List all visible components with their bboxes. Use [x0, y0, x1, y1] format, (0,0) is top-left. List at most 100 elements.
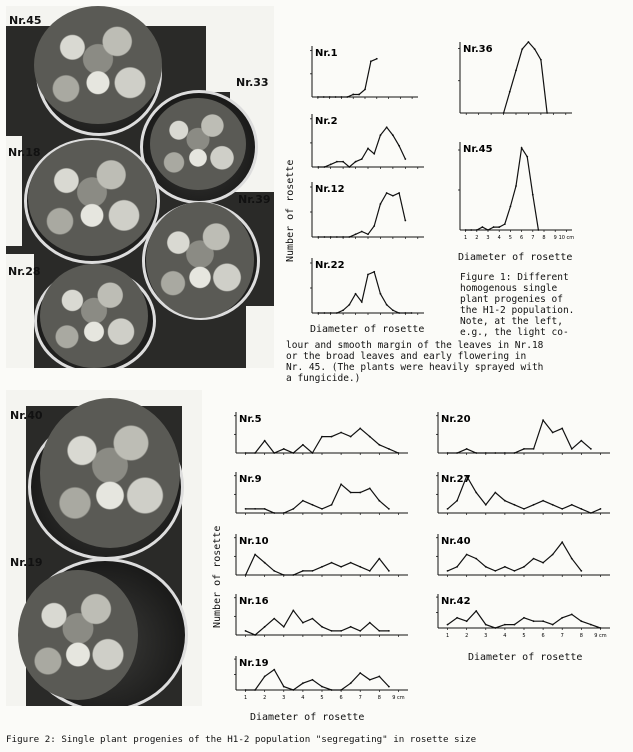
x-tick-label: 8	[378, 695, 381, 701]
data-point	[484, 452, 487, 454]
data-point	[532, 557, 535, 560]
data-point	[316, 96, 319, 98]
figure1-xlabel-right: Diameter of rosette	[458, 252, 573, 263]
chart-nr12: Nr.12	[302, 180, 428, 240]
data-point	[321, 508, 323, 510]
data-point	[580, 439, 583, 442]
data-point	[446, 623, 449, 626]
data-point	[561, 616, 564, 619]
data-point	[263, 439, 266, 442]
data-point	[503, 499, 506, 502]
figure2-ylabel: Number of rosette	[212, 525, 223, 628]
data-point	[244, 574, 247, 576]
data-point	[570, 557, 573, 560]
data-point	[322, 96, 325, 98]
data-point	[367, 233, 369, 236]
data-point	[542, 499, 545, 502]
data-point	[484, 503, 487, 506]
x-tick-label: 6	[542, 633, 545, 639]
x-tick-label: 6	[520, 235, 523, 241]
data-point	[475, 491, 478, 494]
data-point	[532, 620, 535, 623]
rosette-nr45	[34, 6, 162, 124]
rosette-nr19	[18, 570, 138, 700]
chart-nr22: Nr.22	[302, 256, 428, 316]
data-point	[494, 627, 497, 629]
chart-nr40: Nr.40	[428, 532, 614, 578]
data-point	[348, 166, 351, 168]
data-point	[515, 69, 517, 72]
data-point	[311, 617, 314, 620]
data-point	[542, 419, 545, 422]
data-point	[378, 675, 381, 678]
figure1-ylabel: Number of rosette	[285, 159, 296, 262]
data-point	[520, 146, 523, 149]
data-point	[368, 621, 371, 624]
data-point	[404, 312, 407, 314]
figure1-caption-continued: lour and smooth margin of the leaves in …	[286, 340, 544, 384]
data-point	[475, 229, 478, 231]
data-point	[323, 236, 326, 238]
data-point	[340, 96, 343, 98]
data-point	[330, 503, 333, 506]
chart-nr27: Nr.27	[428, 470, 614, 516]
data-point	[456, 565, 459, 568]
data-point	[354, 292, 357, 295]
data-point	[515, 185, 517, 187]
data-point	[358, 93, 361, 96]
data-point	[542, 561, 545, 564]
data-point	[369, 60, 372, 63]
series-line	[317, 58, 378, 98]
figure1-xlabel-left: Diameter of rosette	[310, 324, 425, 335]
data-point	[465, 475, 468, 477]
rosette-nr40	[40, 398, 180, 548]
data-point	[263, 561, 266, 564]
data-point	[273, 570, 276, 572]
x-tick-label: 5	[320, 695, 323, 701]
data-point	[379, 292, 382, 295]
data-point	[570, 613, 573, 616]
data-point	[494, 570, 497, 572]
data-point	[273, 617, 276, 620]
chart-nr9: Nr.9	[226, 470, 412, 516]
data-point	[360, 301, 363, 303]
data-point	[311, 452, 314, 454]
data-point	[465, 553, 468, 556]
data-point	[359, 672, 362, 674]
data-point	[498, 226, 501, 228]
data-point	[321, 565, 323, 568]
data-point	[311, 570, 314, 572]
data-point	[349, 435, 352, 438]
data-point	[334, 96, 337, 98]
data-point	[354, 160, 357, 163]
figure2-photo	[6, 390, 202, 706]
data-point	[273, 668, 276, 671]
data-point	[561, 541, 564, 544]
rosette-nr39	[146, 202, 254, 318]
data-point	[335, 160, 338, 163]
data-point	[254, 452, 257, 454]
data-point	[523, 565, 525, 568]
data-point	[348, 236, 351, 238]
chart-nr1: Nr.1	[302, 44, 422, 100]
data-point	[373, 152, 376, 155]
data-point	[349, 625, 352, 628]
data-point	[273, 512, 276, 514]
chart-title: Nr.16	[239, 596, 269, 607]
rosette-nr33	[150, 98, 246, 190]
data-point	[335, 236, 338, 238]
series-line	[447, 418, 592, 454]
data-point	[513, 452, 516, 454]
data-point	[551, 503, 554, 506]
data-point	[502, 112, 505, 114]
x-tick-label: 1	[446, 633, 449, 639]
data-point	[385, 303, 388, 306]
data-point	[589, 623, 592, 626]
series-line	[245, 427, 399, 454]
data-point	[523, 508, 525, 510]
x-tick-label: 9	[554, 235, 557, 241]
chart-title: Nr.45	[463, 144, 493, 155]
data-point	[359, 630, 362, 632]
rosette-nr28	[40, 264, 148, 368]
chart-title: Nr.22	[315, 260, 345, 271]
